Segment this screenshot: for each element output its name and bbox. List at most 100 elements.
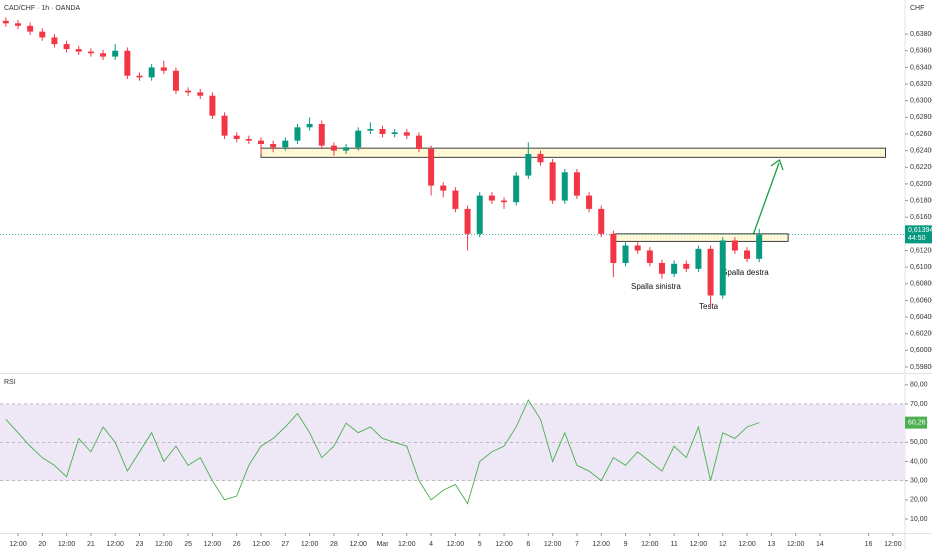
x-tick-label: 12:00 (592, 541, 610, 548)
candle-body (549, 162, 556, 201)
candle-body (148, 67, 155, 78)
x-tick-label: 12:00 (204, 541, 222, 548)
candle-body (282, 140, 289, 148)
x-tick-label: 12:00 (58, 541, 76, 548)
candle-body (476, 195, 483, 234)
annotation: Spalla sinistra (631, 282, 681, 291)
currency-label: CHF (910, 5, 924, 12)
x-tick-label: 12:00 (690, 541, 708, 548)
x-tick-label: 26 (233, 541, 241, 548)
x-tick-label: 12:00 (252, 541, 270, 548)
annotation: Testa (699, 302, 719, 311)
x-tick-label: 7 (575, 541, 579, 548)
candle-body (695, 248, 702, 269)
last-price-label: 0,61394 (908, 227, 932, 234)
candle-body (221, 115, 228, 136)
last-price-box (905, 225, 932, 244)
candle-body (391, 132, 398, 134)
x-tick-label: 14 (816, 541, 824, 548)
countdown: 44:50 (908, 235, 926, 242)
candle-body (537, 153, 544, 163)
candle-body (355, 130, 362, 148)
candle-body (634, 245, 641, 251)
y-tick-label: 70,00 (910, 401, 928, 408)
y-tick-label: 40,00 (910, 458, 928, 465)
arrow (751, 158, 784, 239)
x-tick-label: 12:00 (9, 541, 27, 548)
x-tick-label: 28 (330, 541, 338, 548)
candle-body (598, 208, 605, 234)
candle-body (209, 95, 216, 116)
candle-body (172, 70, 179, 91)
candle-body (415, 135, 422, 149)
candle-body (464, 208, 471, 234)
candle-body (343, 147, 350, 151)
candle-body (719, 240, 726, 296)
x-tick-label: 12:00 (155, 541, 173, 548)
candle-body (731, 240, 738, 251)
rsi-last-box (905, 416, 927, 429)
x-tick-label: 12:00 (447, 541, 465, 548)
candle-body (2, 20, 9, 24)
x-tick-label: 9 (624, 541, 628, 548)
x-tick-label: 20 (38, 541, 46, 548)
candle-body (452, 190, 459, 209)
candle-body (622, 245, 629, 263)
candle-body (379, 128, 386, 134)
x-tick-label: 11 (670, 541, 677, 548)
candle-body (294, 127, 301, 141)
candle-body (185, 90, 192, 93)
rsi-line (5, 399, 760, 505)
candle-body (488, 195, 495, 201)
x-tick-label: 12:00 (738, 541, 756, 548)
candle-body (561, 172, 568, 201)
candle-body (233, 135, 240, 139)
candle-body (160, 67, 167, 71)
x-tick-label: 4 (429, 541, 433, 548)
candle-body (610, 233, 617, 263)
x-tick-label: Mar (376, 541, 389, 548)
y-tick-label: 80,00 (910, 382, 928, 389)
candle-body (270, 143, 277, 148)
candle-body (27, 25, 34, 32)
y-tick-label: 10,00 (910, 516, 928, 523)
x-tick-label: 12:00 (544, 541, 562, 548)
candle-body (197, 92, 204, 96)
candle-body (124, 50, 131, 76)
candle-body (756, 234, 763, 259)
candle-body (744, 250, 751, 259)
x-tick-label: 6 (526, 541, 530, 548)
chart-title: CAD/CHF · 1h · OANDA (4, 5, 81, 12)
candle-body (367, 128, 374, 131)
x-tick-label: 13 (767, 541, 775, 548)
x-tick-label: 16 (865, 541, 873, 548)
candle-body (75, 49, 82, 52)
candle-body (586, 195, 593, 209)
x-tick-label: 12:00 (884, 541, 902, 548)
candle-body (100, 53, 107, 57)
candle-body (330, 145, 337, 151)
candle-body (136, 75, 143, 78)
x-tick-label: 12:00 (349, 541, 367, 548)
candle-body (683, 263, 690, 269)
x-tick-label: 12:00 (301, 541, 319, 548)
candle-body (707, 248, 714, 296)
candle-body (428, 148, 435, 186)
candle-body (51, 37, 58, 45)
